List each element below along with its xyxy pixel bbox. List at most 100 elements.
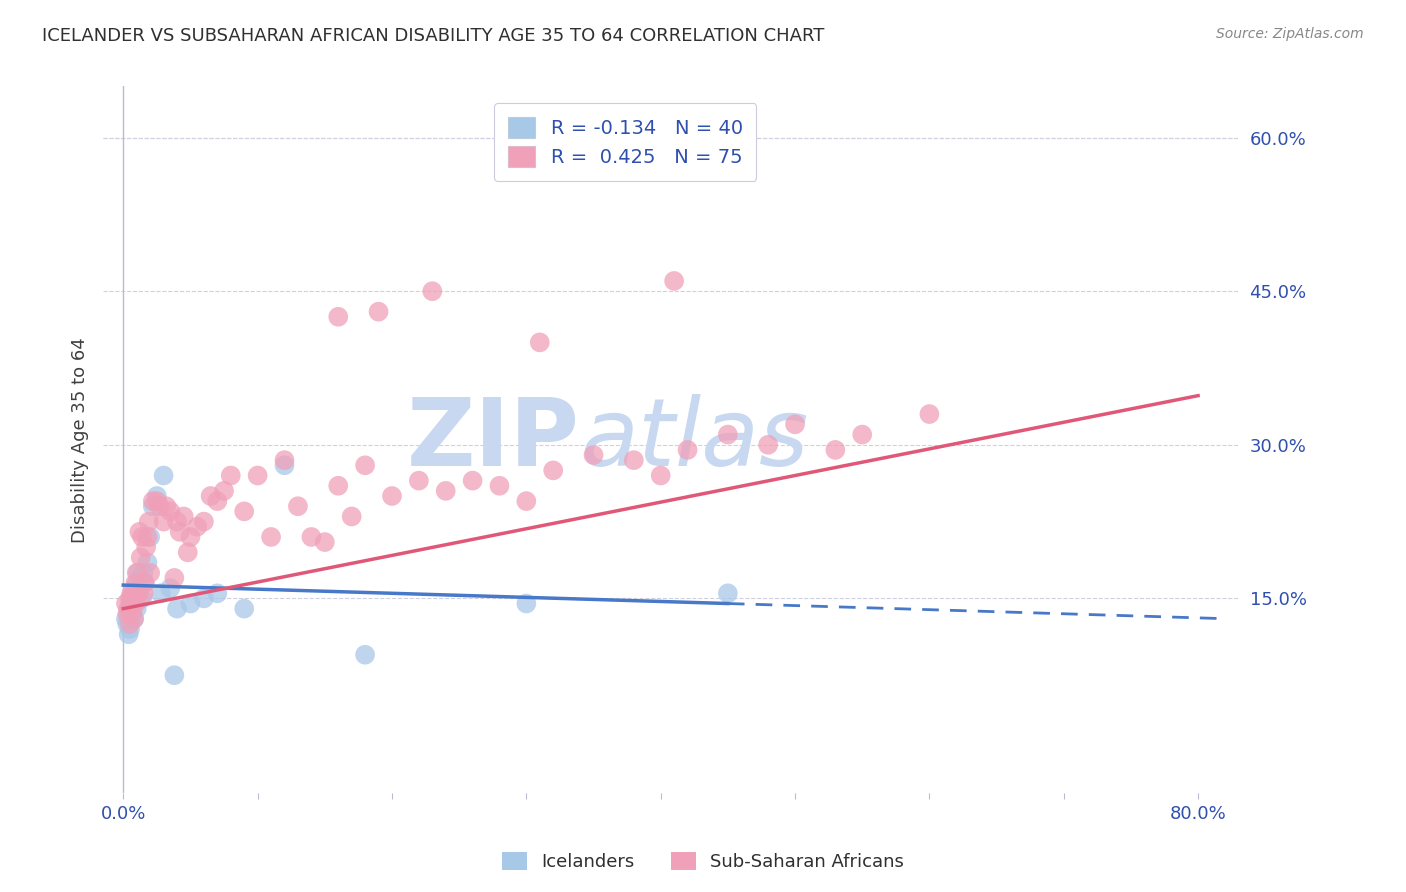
- Point: [128, 581, 150, 595]
- Text: ICELANDER VS SUBSAHARAN AFRICAN DISABILITY AGE 35 TO 64 CORRELATION CHART: ICELANDER VS SUBSAHARAN AFRICAN DISABILI…: [42, 27, 824, 45]
- Point: [125, 601, 148, 615]
- Point: [122, 612, 145, 626]
- Point: [676, 442, 699, 457]
- Point: [299, 530, 322, 544]
- Text: Source: ZipAtlas.com: Source: ZipAtlas.com: [1216, 27, 1364, 41]
- Point: [132, 586, 155, 600]
- Legend: Icelanders, Sub-Saharan Africans: Icelanders, Sub-Saharan Africans: [495, 845, 911, 879]
- Point: [287, 500, 309, 514]
- Point: [142, 494, 165, 508]
- Point: [124, 597, 146, 611]
- Point: [121, 586, 143, 600]
- Point: [179, 530, 201, 544]
- Point: [120, 597, 142, 611]
- Point: [219, 468, 242, 483]
- Point: [193, 515, 215, 529]
- Point: [662, 274, 685, 288]
- Point: [142, 500, 165, 514]
- Point: [127, 566, 149, 580]
- Point: [166, 515, 188, 529]
- Point: [131, 530, 153, 544]
- Point: [163, 571, 186, 585]
- Point: [134, 576, 156, 591]
- Point: [354, 648, 377, 662]
- Point: [328, 479, 350, 493]
- Point: [129, 571, 152, 585]
- Point: [135, 540, 157, 554]
- Point: [124, 591, 146, 606]
- Point: [169, 524, 191, 539]
- Point: [117, 617, 139, 632]
- Point: [354, 458, 377, 473]
- Point: [120, 591, 142, 606]
- Point: [177, 545, 200, 559]
- Point: [121, 607, 143, 621]
- Point: [173, 509, 195, 524]
- Point: [159, 504, 181, 518]
- Point: [138, 515, 160, 529]
- Point: [623, 453, 645, 467]
- Point: [408, 474, 430, 488]
- Point: [529, 335, 551, 350]
- Text: ZIP: ZIP: [408, 393, 579, 485]
- Point: [650, 468, 672, 483]
- Point: [118, 607, 141, 621]
- Legend: R = -0.134   N = 40, R =  0.425   N = 75: R = -0.134 N = 40, R = 0.425 N = 75: [495, 103, 756, 180]
- Point: [120, 597, 142, 611]
- Point: [122, 586, 145, 600]
- Point: [121, 601, 143, 615]
- Point: [207, 586, 229, 600]
- Point: [118, 622, 141, 636]
- Point: [127, 586, 149, 600]
- Point: [314, 535, 336, 549]
- Point: [756, 438, 779, 452]
- Point: [340, 509, 363, 524]
- Point: [541, 463, 564, 477]
- Point: [134, 576, 156, 591]
- Point: [246, 468, 269, 483]
- Point: [148, 500, 170, 514]
- Point: [118, 591, 141, 606]
- Point: [132, 566, 155, 580]
- Point: [118, 601, 141, 615]
- Point: [166, 601, 188, 615]
- Point: [420, 284, 443, 298]
- Point: [163, 668, 186, 682]
- Point: [115, 612, 138, 626]
- Point: [122, 612, 145, 626]
- Point: [200, 489, 222, 503]
- Point: [273, 458, 295, 473]
- Point: [149, 586, 172, 600]
- Point: [118, 601, 141, 615]
- Point: [125, 586, 148, 600]
- Point: [851, 427, 873, 442]
- Point: [127, 586, 149, 600]
- Point: [717, 586, 740, 600]
- Point: [260, 530, 283, 544]
- Point: [434, 483, 457, 498]
- Point: [783, 417, 806, 432]
- Point: [118, 617, 141, 632]
- Point: [152, 468, 174, 483]
- Point: [515, 494, 537, 508]
- Point: [139, 530, 162, 544]
- Point: [233, 504, 256, 518]
- Point: [515, 597, 537, 611]
- Point: [117, 607, 139, 621]
- Point: [461, 474, 484, 488]
- Point: [488, 479, 510, 493]
- Point: [146, 494, 169, 508]
- Point: [381, 489, 404, 503]
- Point: [124, 576, 146, 591]
- Point: [136, 556, 159, 570]
- Point: [918, 407, 941, 421]
- Point: [118, 627, 141, 641]
- Point: [139, 566, 162, 580]
- Point: [124, 581, 146, 595]
- Point: [115, 597, 138, 611]
- Point: [122, 597, 145, 611]
- Point: [131, 591, 153, 606]
- Point: [136, 530, 159, 544]
- Point: [128, 524, 150, 539]
- Point: [273, 453, 295, 467]
